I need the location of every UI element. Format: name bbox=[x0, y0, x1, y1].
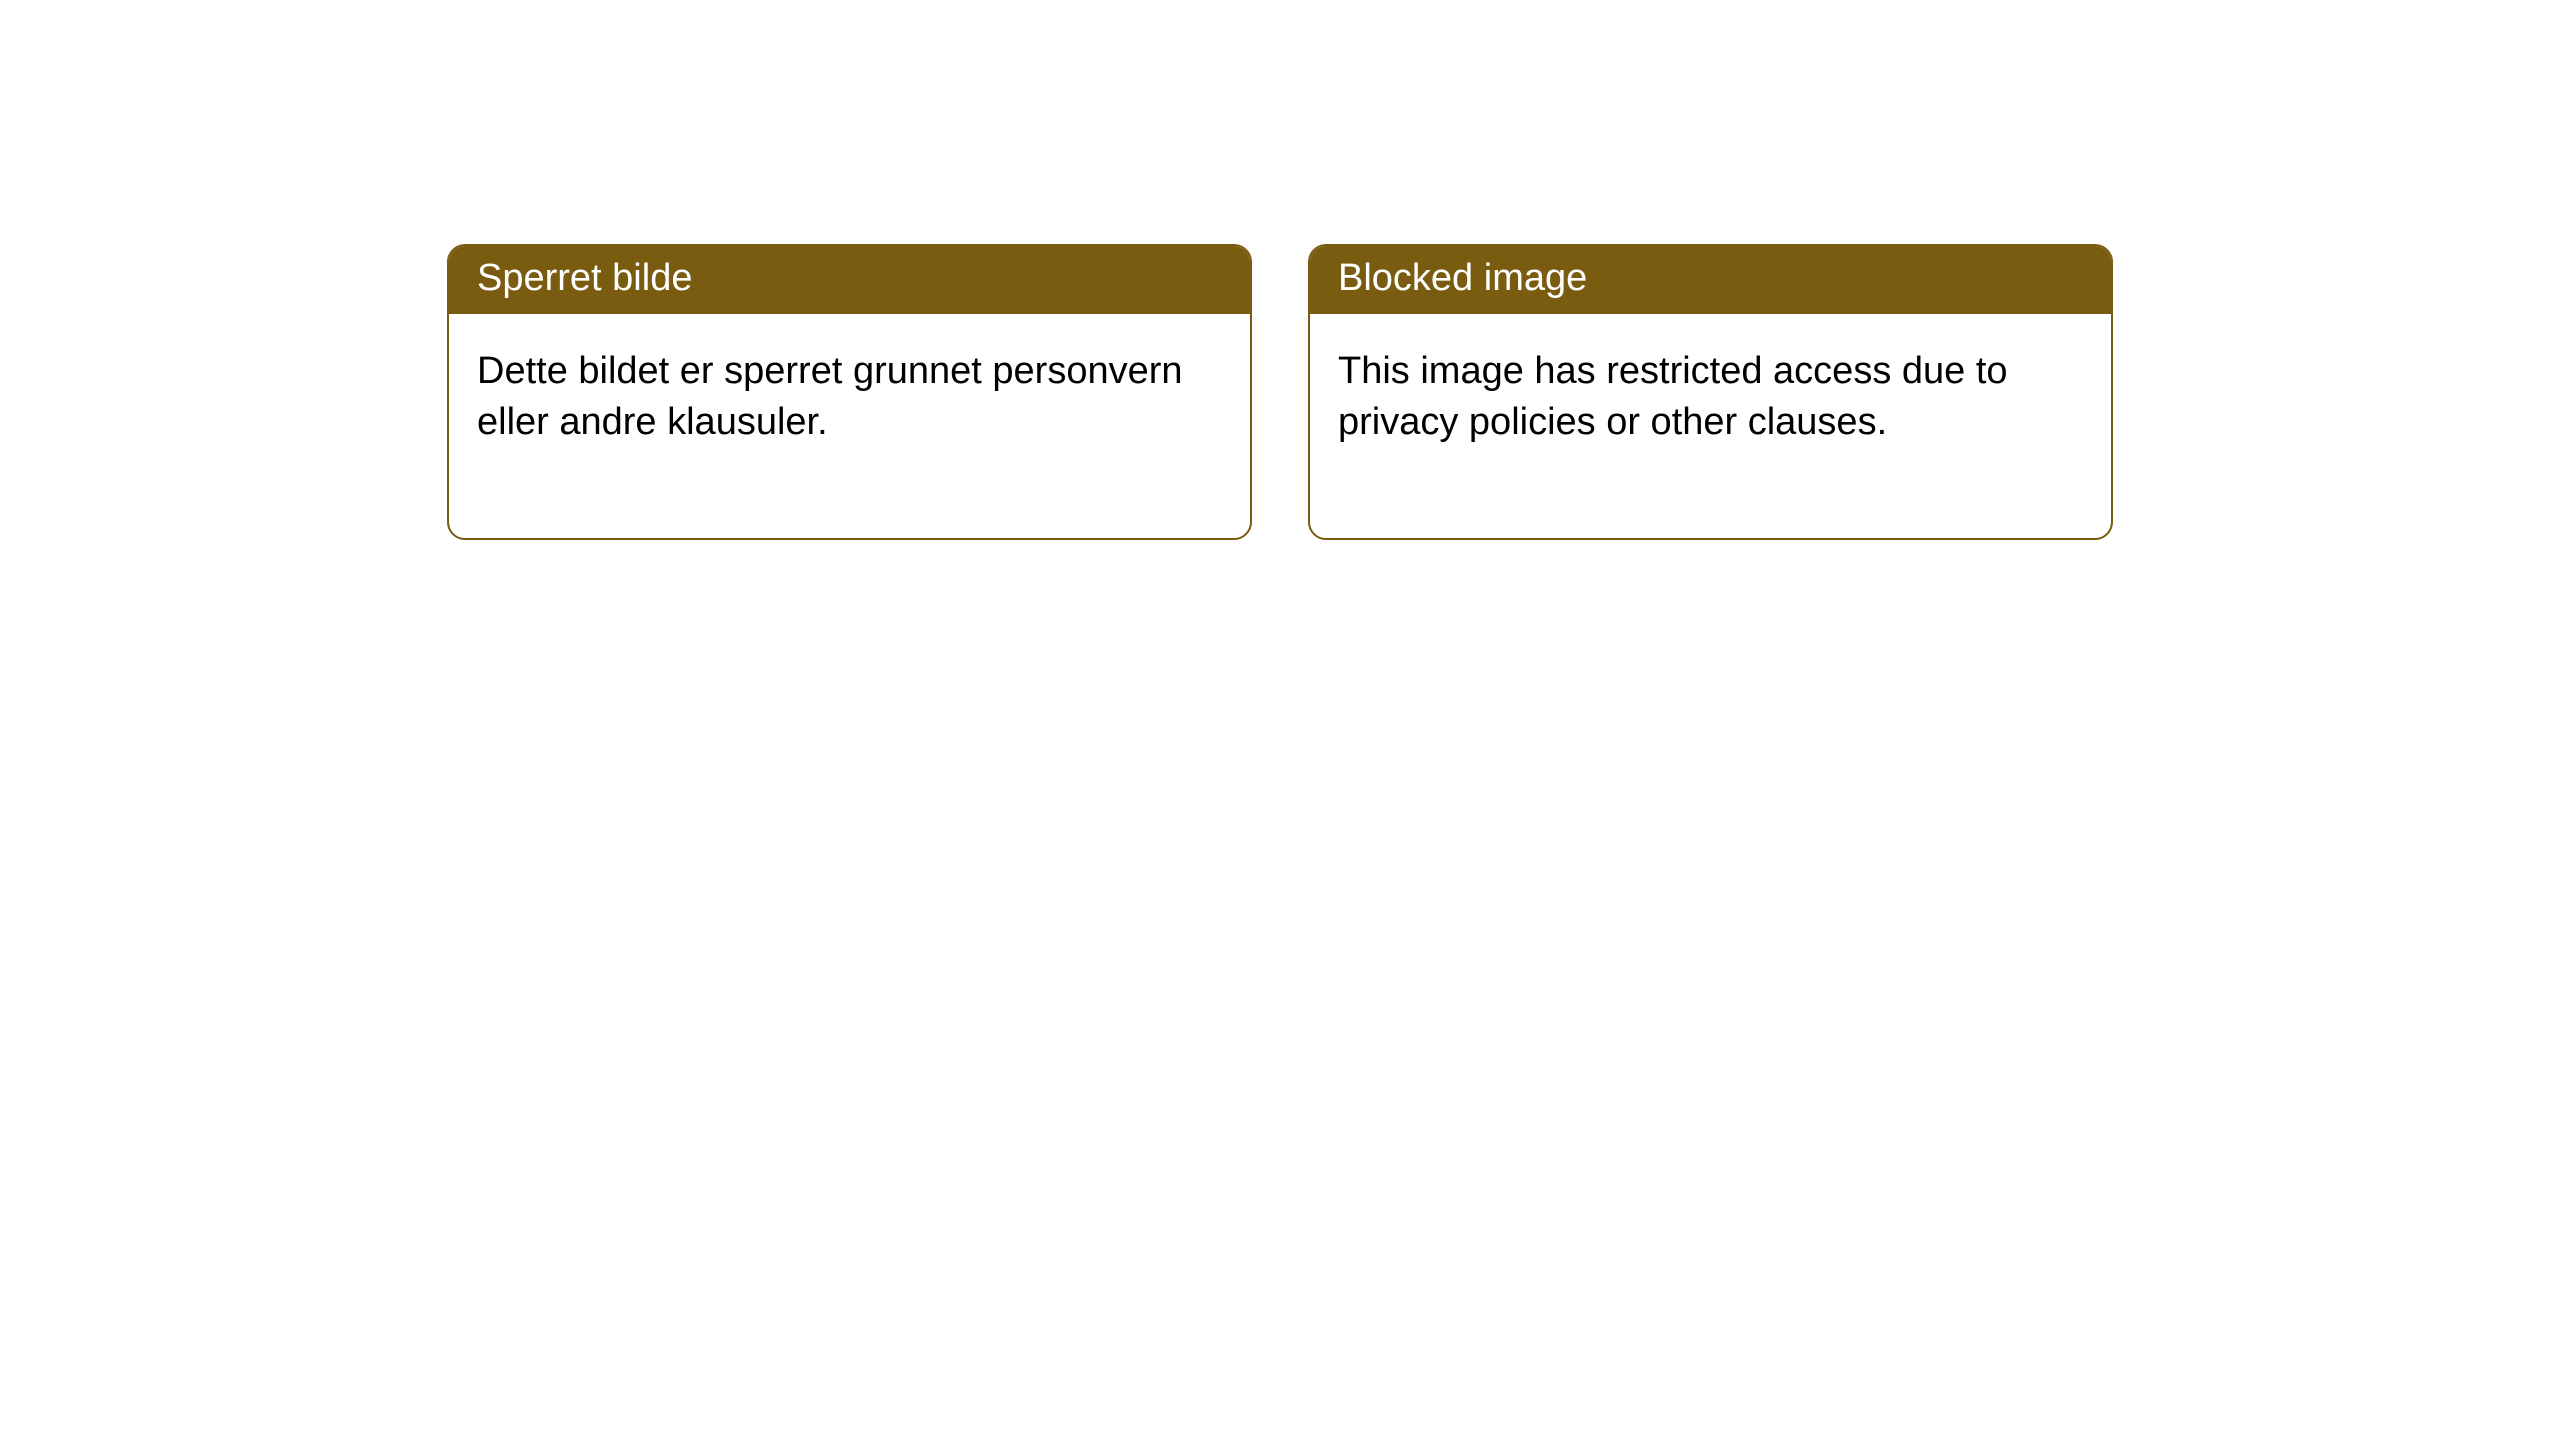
notice-container: Sperret bilde Dette bildet er sperret gr… bbox=[447, 244, 2113, 540]
notice-body: This image has restricted access due to … bbox=[1310, 314, 2111, 538]
notice-title: Blocked image bbox=[1338, 257, 1587, 299]
notice-body-text: This image has restricted access due to … bbox=[1338, 350, 2008, 443]
notice-body-text: Dette bildet er sperret grunnet personve… bbox=[477, 350, 1183, 443]
notice-box-english: Blocked image This image has restricted … bbox=[1308, 244, 2113, 540]
notice-title: Sperret bilde bbox=[477, 257, 692, 299]
notice-header: Blocked image bbox=[1310, 246, 2111, 314]
notice-header: Sperret bilde bbox=[449, 246, 1250, 314]
notice-box-norwegian: Sperret bilde Dette bildet er sperret gr… bbox=[447, 244, 1252, 540]
notice-body: Dette bildet er sperret grunnet personve… bbox=[449, 314, 1250, 538]
